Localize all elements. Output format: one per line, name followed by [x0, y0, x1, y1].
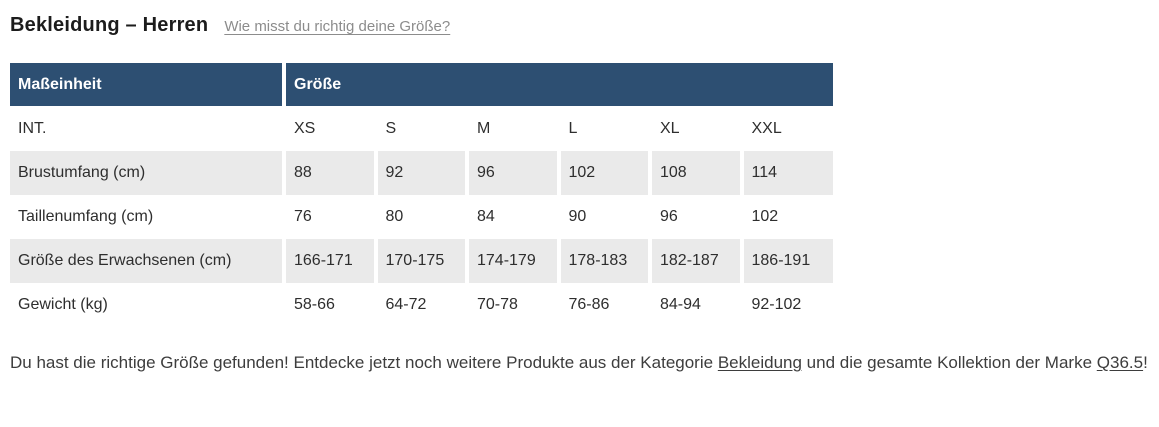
cell-value: L — [556, 106, 650, 151]
cell-value: 90 — [556, 195, 650, 239]
size-guide-link[interactable]: Wie misst du richtig deine Größe? — [224, 18, 451, 35]
cell-value: 178-183 — [556, 239, 650, 283]
brand-link[interactable]: Q36.5 — [1096, 353, 1144, 372]
cell-value: 70-78 — [465, 283, 559, 327]
cell-value: 186-191 — [739, 239, 834, 283]
footer-text: Du hast die richtige Größe gefunden! Ent… — [10, 349, 1151, 377]
page-title: Bekleidung – Herren — [10, 14, 209, 36]
footer-text-middle: und die gesamte Kollektion der Marke — [801, 353, 1097, 372]
cell-value: 96 — [465, 151, 559, 195]
footer-text-after: ! — [1143, 353, 1148, 372]
cell-value: 92-102 — [739, 283, 834, 327]
cell-value: 102 — [556, 151, 650, 195]
cell-value: 96 — [648, 195, 742, 239]
cell-value: 76 — [282, 195, 376, 239]
row-label: Taillenumfang (cm) — [18, 208, 154, 225]
table-row: Gewicht (kg) 58-66 64-72 70-78 76-86 84-94 92-… — [10, 283, 834, 327]
size-table: Maßeinheit Größe INT. XS S M L XL XXL Brustumfa… — [10, 63, 834, 327]
cell-value: 108 — [648, 151, 742, 195]
cell-value: 84 — [465, 195, 559, 239]
title-row: Bekleidung – Herren Wie misst du richtig… — [10, 14, 1151, 37]
cell-value: M — [465, 106, 559, 151]
cell-value: XL — [648, 106, 742, 151]
cell-value: 166-171 — [282, 239, 376, 283]
cell-value: 80 — [373, 195, 467, 239]
cell-value: 84-94 — [648, 283, 742, 327]
table-header-row: Maßeinheit Größe — [10, 63, 834, 106]
size-guide-page: Bekleidung – Herren Wie misst du richtig… — [10, 14, 1151, 377]
cell-value: 64-72 — [373, 283, 467, 327]
cell-value: 174-179 — [465, 239, 559, 283]
cell-value: XS — [282, 106, 376, 151]
cell-value: 114 — [739, 151, 834, 195]
header-size: Größe — [281, 63, 834, 106]
cell-value: XXL — [739, 106, 834, 151]
cell-value: 92 — [373, 151, 467, 195]
table-row: Brustumfang (cm) 88 92 96 102 108 114 — [10, 151, 834, 195]
cell-value: 88 — [282, 151, 376, 195]
category-link[interactable]: Bekleidung — [717, 353, 802, 372]
row-label: Größe des Erwachsenen (cm) — [10, 239, 284, 283]
table-row: Taillenumfang (cm) 76 80 84 90 96 102 — [10, 195, 834, 239]
row-label: Brustumfang (cm) — [10, 151, 284, 195]
cell-value: 76-86 — [556, 283, 650, 327]
cell-value: S — [373, 106, 467, 151]
footer-text-before: Du hast die richtige Größe gefunden! Ent… — [10, 353, 718, 372]
table-row: Größe des Erwachsenen (cm) 166-171 170-175… — [10, 239, 834, 283]
size-table-header: Maßeinheit Größe — [10, 63, 834, 106]
table-row: INT. XS S M L XL XXL — [10, 106, 834, 151]
row-label: INT. — [18, 119, 47, 137]
header-measure-unit: Maßeinheit — [10, 63, 284, 106]
cell-value: 170-175 — [373, 239, 467, 283]
cell-value: 58-66 — [282, 283, 376, 327]
row-label: Gewicht (kg) — [18, 296, 108, 313]
size-table-body: INT. XS S M L XL XXL Brustumfang (cm) 88 92 96 102 1… — [10, 106, 834, 327]
cell-value: 182-187 — [648, 239, 742, 283]
cell-value: 102 — [739, 195, 834, 239]
